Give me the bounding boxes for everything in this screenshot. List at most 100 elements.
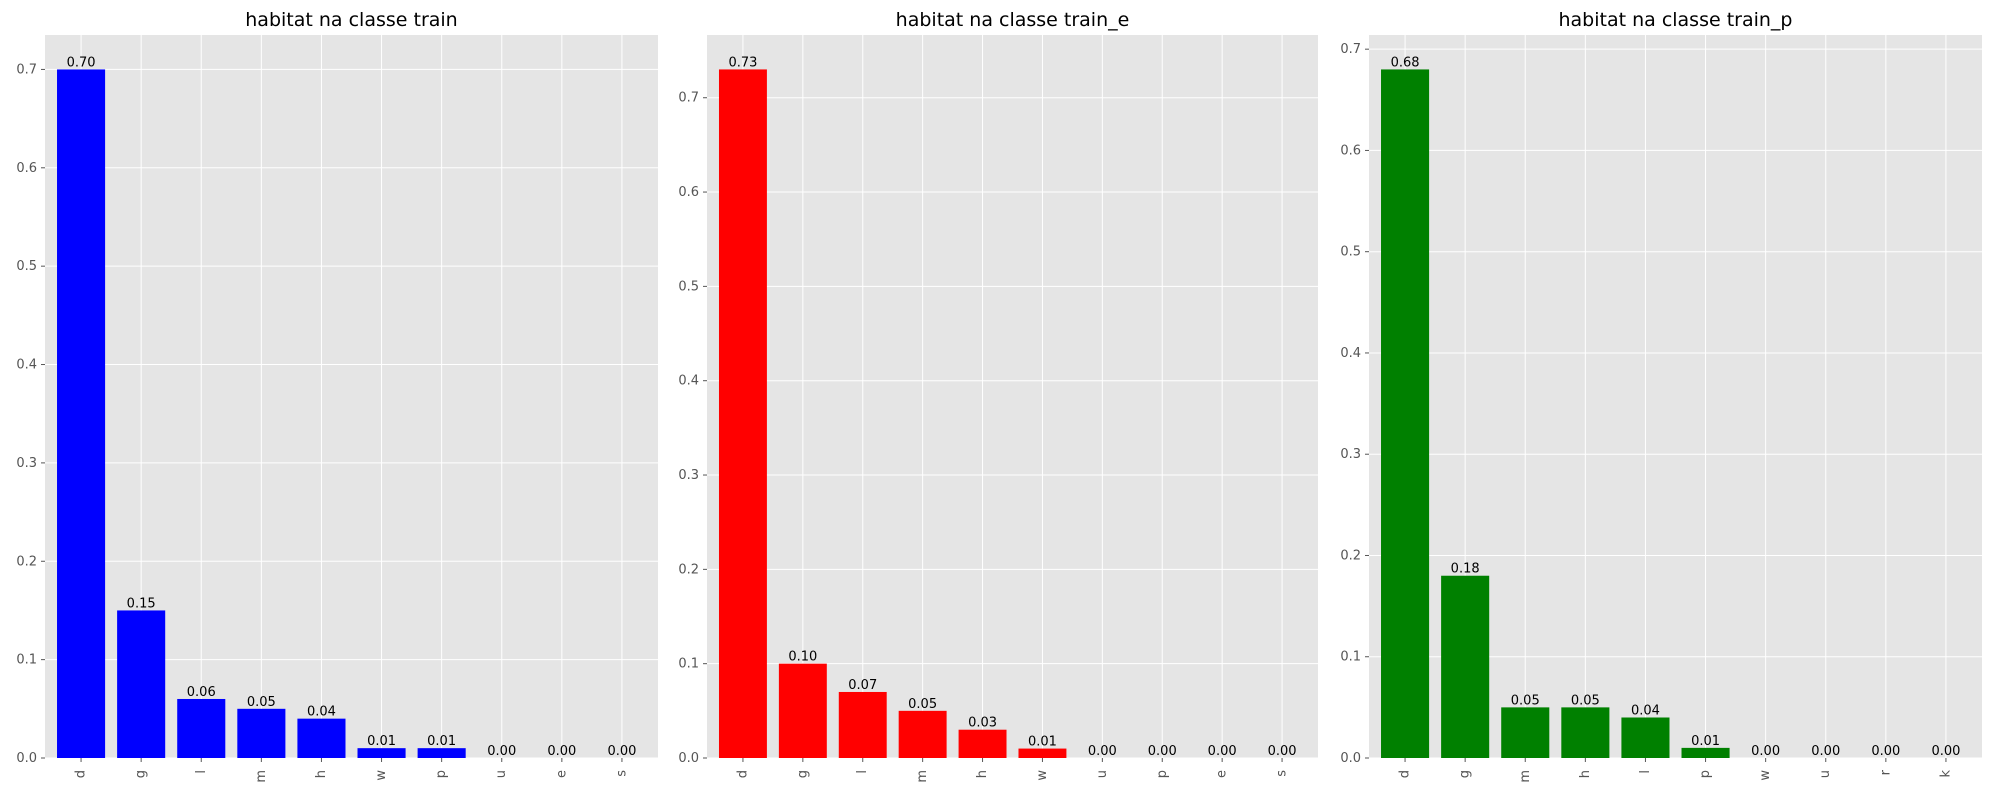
data-label: 0.00 (1148, 744, 1177, 759)
y-tick-label: 0.4 (16, 358, 37, 373)
y-tick-label: 0.7 (1340, 42, 1361, 57)
data-label: 0.04 (307, 705, 336, 720)
data-label: 0.06 (187, 685, 216, 700)
data-label: 0.73 (728, 55, 757, 70)
bar-m (898, 710, 947, 758)
x-tick-label: m (254, 770, 269, 783)
data-label: 0.00 (1811, 744, 1840, 759)
data-label: 0.07 (848, 678, 877, 693)
x-tick-label: s (614, 770, 629, 777)
x-tick-label: u (1818, 770, 1833, 778)
x-tick-label: h (1578, 770, 1593, 778)
chart-title: habitat na classe train (245, 9, 457, 31)
data-label: 0.00 (1871, 744, 1900, 759)
x-tick-label: l (855, 770, 870, 774)
data-label: 0.05 (1511, 693, 1540, 708)
data-label: 0.00 (1751, 744, 1780, 759)
bar-g (117, 610, 166, 758)
y-tick-label: 0.5 (16, 259, 37, 274)
x-tick-label: l (194, 770, 209, 774)
x-tick-label: r (1878, 769, 1893, 775)
x-tick-label: w (1035, 770, 1050, 781)
x-tick-label: g (1458, 770, 1473, 778)
x-tick-label: d (74, 770, 89, 778)
chart-title: habitat na classe train_p (1558, 9, 1792, 31)
y-tick-label: 0.6 (16, 161, 37, 176)
data-label: 0.01 (1691, 734, 1720, 749)
data-label: 0.10 (788, 650, 817, 665)
data-label: 0.00 (1931, 744, 1960, 759)
x-tick-label: s (1275, 770, 1290, 777)
bar-d (1381, 69, 1430, 758)
data-label: 0.01 (367, 734, 396, 749)
bar-l (1621, 717, 1670, 758)
data-label: 0.00 (1208, 744, 1237, 759)
data-label: 0.03 (968, 716, 997, 731)
bar-d (57, 69, 106, 758)
y-tick-label: 0.2 (678, 562, 699, 577)
x-tick-label: g (795, 770, 810, 778)
x-tick-label: d (735, 770, 750, 778)
x-tick-label: u (494, 770, 509, 778)
data-label: 0.70 (67, 55, 96, 70)
y-tick-label: 0.3 (1340, 447, 1361, 462)
data-label: 0.05 (908, 697, 937, 712)
chart-panel-2: 0.0 0.1 0.2 0.3 0.4 0.5 0.6 0.7 0.73 d 0.10 g 0.07 l 0… (678, 9, 1318, 783)
x-tick-label: k (1938, 770, 1953, 778)
data-label: 0.05 (247, 695, 276, 710)
y-tick-label: 0.1 (678, 657, 699, 672)
bar-g (778, 663, 827, 758)
y-tick-label: 0.5 (1340, 245, 1361, 260)
y-tick-label: 0.6 (678, 185, 699, 200)
data-label: 0.04 (1631, 703, 1660, 718)
x-tick-label: w (374, 770, 389, 781)
data-label: 0.00 (1268, 744, 1297, 759)
y-tick-label: 0.1 (16, 653, 37, 668)
bar-h (958, 729, 1007, 758)
y-tick-label: 0.1 (1340, 650, 1361, 665)
x-tick-label: m (1518, 770, 1533, 783)
data-label: 0.00 (547, 744, 576, 759)
y-tick-label: 0.0 (16, 751, 37, 766)
bar-w (357, 748, 406, 758)
y-tick-label: 0.3 (678, 468, 699, 483)
data-label: 0.15 (127, 596, 156, 611)
y-tick-label: 0.3 (16, 456, 37, 471)
chart-panel-3: 0.0 0.1 0.2 0.3 0.4 0.5 0.6 0.7 0.68 d 0.18 g 0.05 m 0… (1340, 9, 1982, 783)
x-tick-label: h (314, 770, 329, 778)
x-tick-label: m (915, 770, 930, 783)
x-tick-label: p (1155, 770, 1170, 778)
bar-p (417, 748, 466, 758)
x-tick-label: p (434, 770, 449, 778)
y-tick-label: 0.0 (678, 751, 699, 766)
bar-m (237, 708, 286, 758)
bar-d (718, 69, 767, 758)
data-label: 0.18 (1451, 562, 1480, 577)
y-tick-label: 0.5 (678, 279, 699, 294)
data-label: 0.00 (1088, 744, 1117, 759)
x-tick-label: p (1698, 770, 1713, 778)
x-tick-label: e (1215, 770, 1230, 778)
bar-g (1441, 575, 1490, 758)
x-tick-label: l (1638, 770, 1653, 774)
bar-l (838, 691, 887, 758)
y-tick-label: 0.4 (1340, 346, 1361, 361)
bar-h (297, 718, 346, 758)
x-tick-label: g (134, 770, 149, 778)
data-label: 0.68 (1391, 55, 1420, 70)
y-tick-label: 0.4 (678, 374, 699, 389)
x-tick-label: e (554, 770, 569, 778)
bar-l (177, 698, 226, 758)
bar-p (1681, 747, 1730, 758)
y-tick-label: 0.6 (1340, 143, 1361, 158)
data-label: 0.00 (607, 744, 636, 759)
x-tick-label: u (1095, 770, 1110, 778)
y-tick-label: 0.7 (678, 91, 699, 106)
y-tick-label: 0.2 (1340, 548, 1361, 563)
bar-w (1018, 748, 1067, 758)
bar-h (1561, 707, 1610, 758)
data-label: 0.01 (427, 734, 456, 749)
data-label: 0.00 (487, 744, 516, 759)
plot-background (707, 35, 1318, 758)
